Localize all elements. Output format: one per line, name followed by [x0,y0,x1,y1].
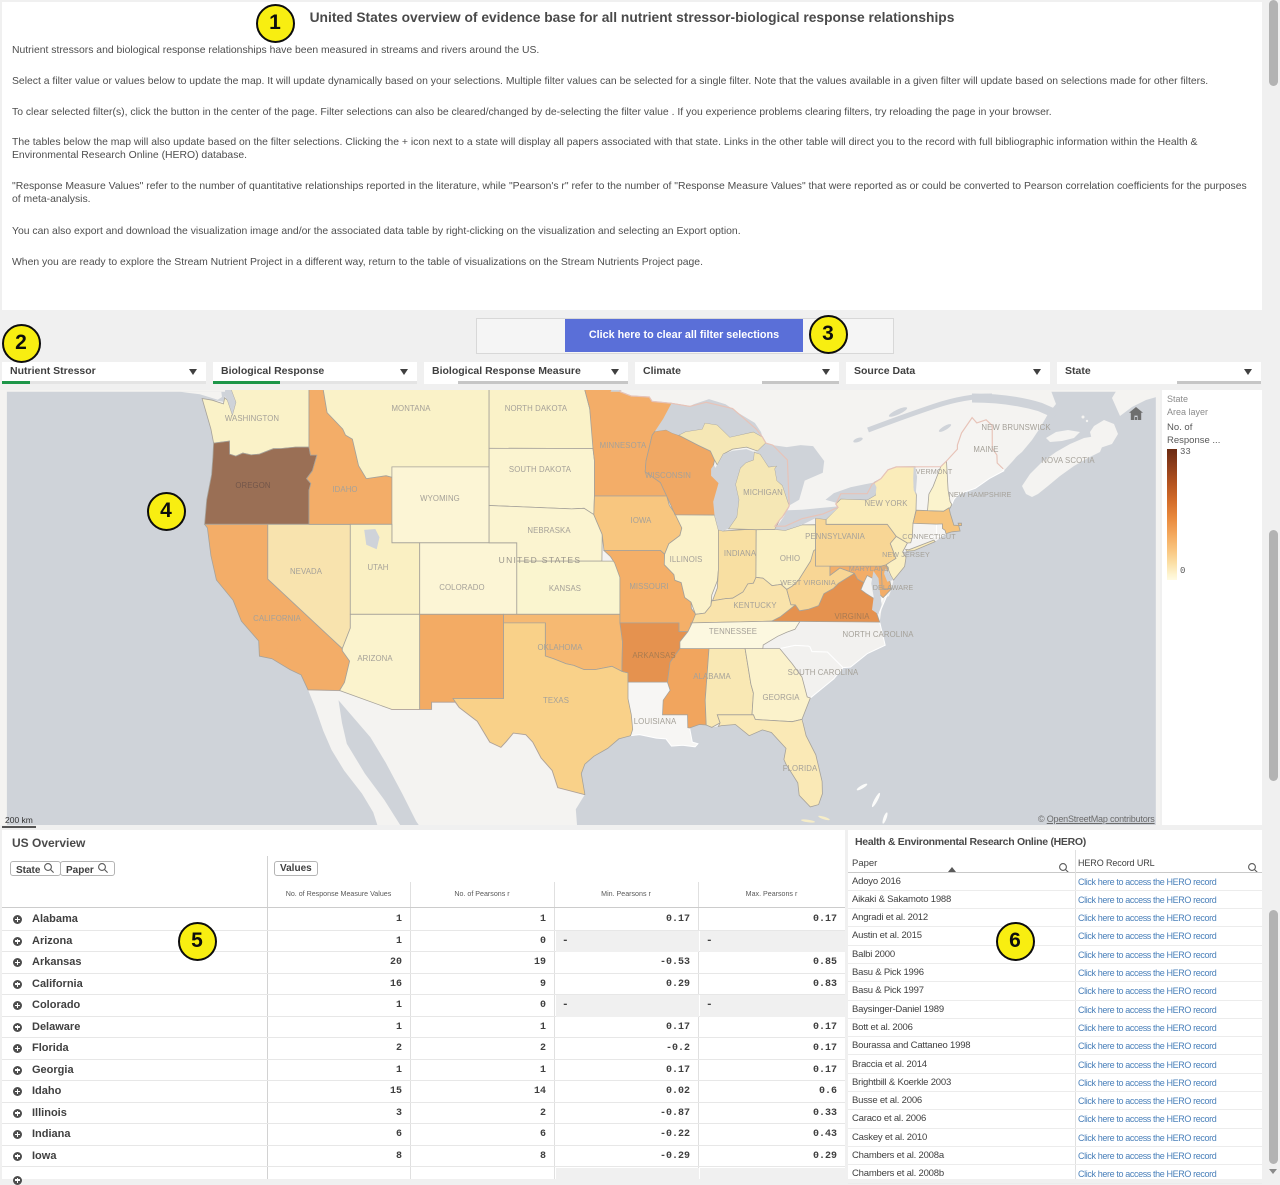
svg-text:CONNECTICUT: CONNECTICUT [902,532,956,541]
svg-text:DELAWARE: DELAWARE [873,583,914,592]
svg-text:UNITED STATES: UNITED STATES [499,555,582,565]
svg-text:SOUTH CAROLINA: SOUTH CAROLINA [788,668,859,677]
svg-text:NEW HAMPSHIRE: NEW HAMPSHIRE [949,490,1012,499]
svg-text:VERMONT: VERMONT [916,467,953,476]
svg-text:MICHIGAN: MICHIGAN [743,488,783,497]
svg-text:NEVADA: NEVADA [290,567,323,576]
svg-text:MAINE: MAINE [973,445,998,454]
svg-text:KANSAS: KANSAS [549,584,581,593]
svg-text:MONTANA: MONTANA [391,404,431,413]
svg-text:MINNESOTA: MINNESOTA [600,441,647,450]
svg-text:OHIO: OHIO [780,554,800,563]
svg-text:COLORADO: COLORADO [439,583,484,592]
svg-text:NEBRASKA: NEBRASKA [527,526,571,535]
svg-text:NEW BRUNSWICK: NEW BRUNSWICK [981,423,1051,432]
svg-text:KENTUCKY: KENTUCKY [733,601,777,610]
svg-text:ALABAMA: ALABAMA [693,672,731,681]
svg-text:OREGON: OREGON [235,481,270,490]
svg-text:LOUISIANA: LOUISIANA [634,717,677,726]
svg-text:WEST VIRGINIA: WEST VIRGINIA [780,578,836,587]
svg-text:IDAHO: IDAHO [332,485,357,494]
svg-text:NOVA SCOTIA: NOVA SCOTIA [1041,456,1095,465]
svg-text:OKLAHOMA: OKLAHOMA [538,643,584,652]
svg-text:NORTH CAROLINA: NORTH CAROLINA [842,630,914,639]
svg-text:IOWA: IOWA [631,516,653,525]
svg-text:TENNESSEE: TENNESSEE [709,627,757,636]
svg-text:NORTH DAKOTA: NORTH DAKOTA [505,404,568,413]
svg-text:PENNSYLVANIA: PENNSYLVANIA [805,532,866,541]
svg-text:TEXAS: TEXAS [543,696,569,705]
svg-text:ILLINOIS: ILLINOIS [670,555,703,564]
svg-text:VIRGINIA: VIRGINIA [834,612,870,621]
svg-text:ARKANSAS: ARKANSAS [632,651,675,660]
svg-text:INDIANA: INDIANA [724,549,757,558]
svg-text:MISSOURI: MISSOURI [629,582,668,591]
svg-text:NEW JERSEY: NEW JERSEY [882,550,930,559]
svg-text:GEORGIA: GEORGIA [762,693,800,702]
svg-text:FLORIDA: FLORIDA [783,764,818,773]
svg-text:WYOMING: WYOMING [420,494,460,503]
svg-text:MARYLAND: MARYLAND [849,564,890,573]
svg-text:SOUTH DAKOTA: SOUTH DAKOTA [509,465,572,474]
svg-text:WASHINGTON: WASHINGTON [225,414,279,423]
svg-text:WISCONSIN: WISCONSIN [645,471,691,480]
svg-text:UTAH: UTAH [367,563,388,572]
svg-text:CALIFORNIA: CALIFORNIA [253,614,301,623]
svg-text:ARIZONA: ARIZONA [357,654,393,663]
svg-text:NEW YORK: NEW YORK [864,499,908,508]
